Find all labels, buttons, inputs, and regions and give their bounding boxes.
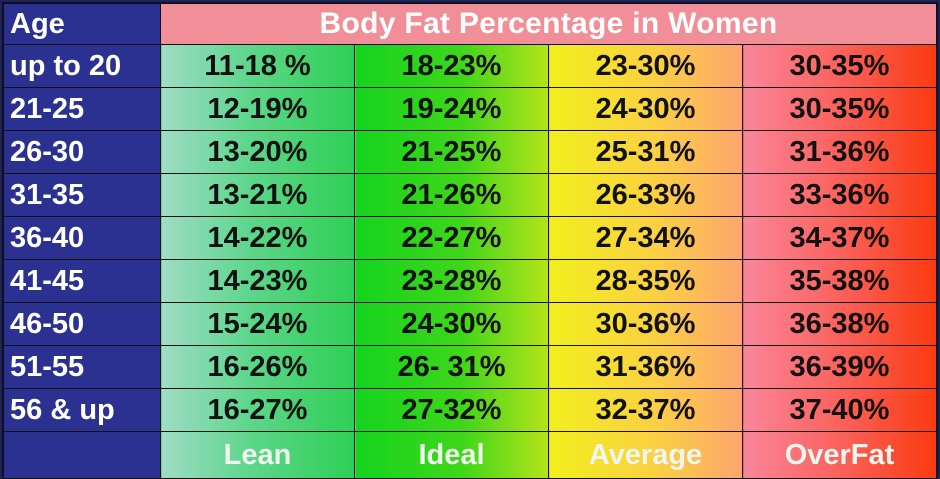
value-cell-overfat: 30-35% — [742, 44, 937, 88]
value-cell-lean: 12-19% — [160, 87, 355, 131]
value-cell-lean: 14-23% — [160, 259, 355, 303]
value-cell-overfat: 36-39% — [742, 345, 937, 389]
age-label: 26-30 — [3, 130, 161, 174]
age-label: 21-25 — [3, 87, 161, 131]
value-cell-lean: 11-18 % — [160, 44, 355, 88]
value-cell-overfat: 30-35% — [742, 87, 937, 131]
value-cell-overfat: 37-40% — [742, 388, 937, 432]
value-cell-average: 24-30% — [548, 87, 743, 131]
value-cell-average: 28-35% — [548, 259, 743, 303]
value-cell-lean: 15-24% — [160, 302, 355, 346]
value-cell-ideal: 23-28% — [354, 259, 549, 303]
table-row: 21-25 12-19% 19-24% 24-30% 30-35% — [3, 87, 937, 131]
age-label: 46-50 — [3, 302, 161, 346]
value-cell-average: 27-34% — [548, 216, 743, 260]
age-label: 56 & up — [3, 388, 161, 432]
category-label-overfat: OverFat — [742, 431, 937, 479]
table-row: 56 & up 16-27% 27-32% 32-37% 37-40% — [3, 388, 937, 432]
table-row: 41-45 14-23% 23-28% 28-35% 35-38% — [3, 259, 937, 303]
table-row: 36-40 14-22% 22-27% 27-34% 34-37% — [3, 216, 937, 260]
value-cell-lean: 13-21% — [160, 173, 355, 217]
value-cell-overfat: 31-36% — [742, 130, 937, 174]
value-cell-ideal: 22-27% — [354, 216, 549, 260]
table-row: 31-35 13-21% 21-26% 26-33% 33-36% — [3, 173, 937, 217]
table-row: 51-55 16-26% 26- 31% 31-36% 36-39% — [3, 345, 937, 389]
chart-title: Body Fat Percentage in Women — [160, 3, 937, 45]
value-cell-ideal: 21-26% — [354, 173, 549, 217]
value-cell-ideal: 24-30% — [354, 302, 549, 346]
value-cell-ideal: 18-23% — [354, 44, 549, 88]
table-row: up to 20 11-18 % 18-23% 23-30% 30-35% — [3, 44, 937, 88]
value-cell-ideal: 26- 31% — [354, 345, 549, 389]
value-cell-ideal: 27-32% — [354, 388, 549, 432]
category-row: Lean Ideal Average OverFat — [3, 431, 937, 479]
value-cell-average: 31-36% — [548, 345, 743, 389]
age-label: 51-55 — [3, 345, 161, 389]
value-cell-overfat: 35-38% — [742, 259, 937, 303]
table-row: 46-50 15-24% 24-30% 30-36% 36-38% — [3, 302, 937, 346]
age-label: up to 20 — [3, 44, 161, 88]
age-label: 36-40 — [3, 216, 161, 260]
category-label-lean: Lean — [160, 431, 355, 479]
value-cell-ideal: 19-24% — [354, 87, 549, 131]
category-label-ideal: Ideal — [354, 431, 549, 479]
value-cell-lean: 13-20% — [160, 130, 355, 174]
category-row-spacer — [3, 431, 161, 479]
value-cell-average: 30-36% — [548, 302, 743, 346]
value-cell-overfat: 36-38% — [742, 302, 937, 346]
value-cell-lean: 16-27% — [160, 388, 355, 432]
value-cell-average: 32-37% — [548, 388, 743, 432]
value-cell-average: 26-33% — [548, 173, 743, 217]
title-row: Age Body Fat Percentage in Women — [3, 3, 937, 45]
value-cell-average: 25-31% — [548, 130, 743, 174]
value-cell-overfat: 34-37% — [742, 216, 937, 260]
body-fat-table: Age Body Fat Percentage in Women up to 2… — [3, 3, 937, 479]
value-cell-lean: 14-22% — [160, 216, 355, 260]
value-cell-overfat: 33-36% — [742, 173, 937, 217]
age-label: 31-35 — [3, 173, 161, 217]
table-row: 26-30 13-20% 21-25% 25-31% 31-36% — [3, 130, 937, 174]
value-cell-lean: 16-26% — [160, 345, 355, 389]
age-label: 41-45 — [3, 259, 161, 303]
value-cell-average: 23-30% — [548, 44, 743, 88]
age-header: Age — [3, 3, 161, 45]
value-cell-ideal: 21-25% — [354, 130, 549, 174]
category-label-average: Average — [548, 431, 743, 479]
